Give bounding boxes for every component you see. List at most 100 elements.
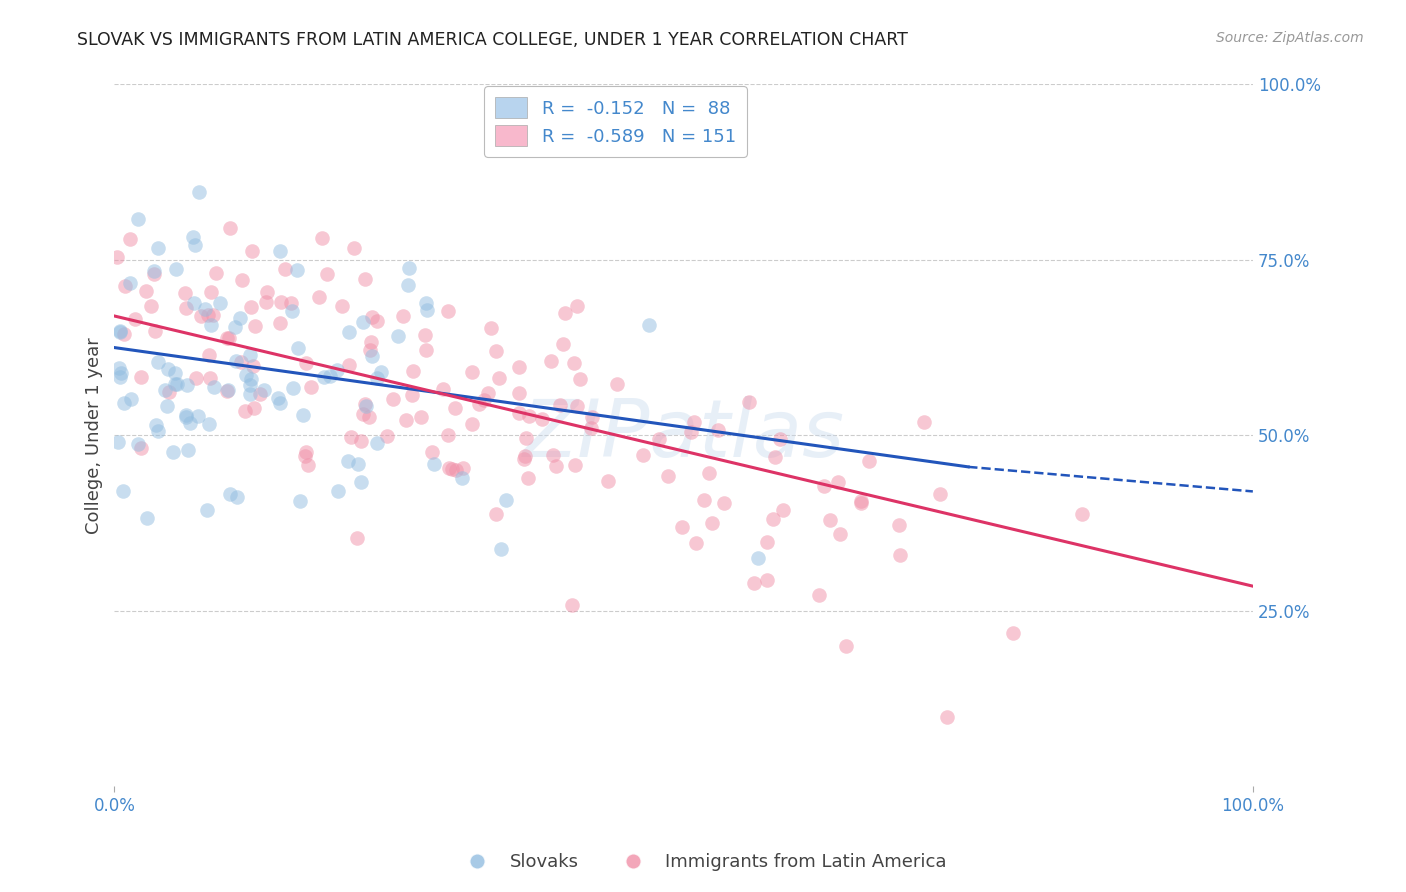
Point xyxy=(479,321,502,335)
Point xyxy=(176,377,198,392)
Point xyxy=(354,399,377,413)
Point xyxy=(201,308,224,322)
Point xyxy=(316,267,339,281)
Point xyxy=(198,347,221,361)
Point xyxy=(217,331,239,345)
Point xyxy=(156,400,179,414)
Point xyxy=(411,410,433,425)
Point xyxy=(631,448,654,462)
Point xyxy=(108,369,131,384)
Point xyxy=(285,263,308,277)
Point xyxy=(281,381,304,395)
Point xyxy=(581,409,603,424)
Point xyxy=(294,449,316,463)
Point xyxy=(243,401,266,415)
Point xyxy=(432,382,454,396)
Point xyxy=(200,285,222,299)
Point xyxy=(762,512,785,526)
Point xyxy=(190,309,212,323)
Point xyxy=(174,409,197,424)
Point xyxy=(200,318,222,332)
Point xyxy=(269,244,291,258)
Point xyxy=(174,286,197,301)
Point xyxy=(108,325,131,339)
Point xyxy=(215,384,238,398)
Point xyxy=(157,385,180,400)
Point xyxy=(226,490,249,504)
Point xyxy=(253,383,276,397)
Point xyxy=(488,371,510,385)
Point xyxy=(145,418,167,433)
Point xyxy=(280,295,302,310)
Point xyxy=(808,588,831,602)
Point xyxy=(249,387,271,401)
Point xyxy=(108,361,131,376)
Point xyxy=(239,387,262,401)
Point xyxy=(370,365,392,379)
Point xyxy=(707,423,730,437)
Point xyxy=(217,383,239,397)
Point xyxy=(485,508,508,522)
Point xyxy=(396,277,419,292)
Point xyxy=(239,349,262,363)
Point xyxy=(270,294,292,309)
Point xyxy=(274,262,297,277)
Point xyxy=(737,394,759,409)
Point xyxy=(269,316,291,330)
Point xyxy=(361,310,384,324)
Point xyxy=(381,392,404,407)
Point xyxy=(851,494,873,508)
Point xyxy=(763,450,786,465)
Point xyxy=(423,457,446,471)
Point xyxy=(912,415,935,429)
Point xyxy=(146,424,169,438)
Point xyxy=(366,436,388,450)
Point xyxy=(936,710,959,724)
Point xyxy=(224,320,246,334)
Point xyxy=(242,359,264,373)
Point xyxy=(441,462,464,476)
Point xyxy=(202,380,225,394)
Point xyxy=(828,526,851,541)
Point xyxy=(508,386,530,401)
Legend: R =  -0.152   N =  88, R =  -0.589   N = 151: R = -0.152 N = 88, R = -0.589 N = 151 xyxy=(484,87,747,157)
Point xyxy=(245,318,267,333)
Point xyxy=(177,443,200,458)
Point xyxy=(290,493,312,508)
Point xyxy=(240,244,263,259)
Point xyxy=(337,325,360,339)
Point xyxy=(340,430,363,444)
Point xyxy=(352,408,374,422)
Point xyxy=(546,459,568,474)
Point xyxy=(256,285,278,299)
Point xyxy=(354,397,377,411)
Point xyxy=(135,284,157,298)
Point xyxy=(239,377,262,392)
Y-axis label: College, Under 1 year: College, Under 1 year xyxy=(86,337,103,533)
Point xyxy=(553,336,575,351)
Point xyxy=(561,598,583,612)
Point xyxy=(517,409,540,423)
Point xyxy=(352,315,374,329)
Point xyxy=(366,314,388,328)
Point xyxy=(143,324,166,338)
Point xyxy=(554,306,576,320)
Point xyxy=(813,479,835,493)
Point xyxy=(166,377,188,392)
Point xyxy=(513,451,536,466)
Point xyxy=(295,356,318,370)
Point xyxy=(887,518,910,533)
Point xyxy=(671,520,693,534)
Point xyxy=(415,303,437,318)
Point xyxy=(402,364,425,378)
Point xyxy=(697,466,720,480)
Point xyxy=(118,232,141,246)
Point xyxy=(143,267,166,281)
Point xyxy=(565,399,588,413)
Point xyxy=(756,573,779,587)
Point xyxy=(564,356,586,370)
Point xyxy=(395,413,418,427)
Text: SLOVAK VS IMMIGRANTS FROM LATIN AMERICA COLLEGE, UNDER 1 YEAR CORRELATION CHART: SLOVAK VS IMMIGRANTS FROM LATIN AMERICA … xyxy=(77,31,908,49)
Point xyxy=(194,302,217,317)
Point xyxy=(581,421,603,435)
